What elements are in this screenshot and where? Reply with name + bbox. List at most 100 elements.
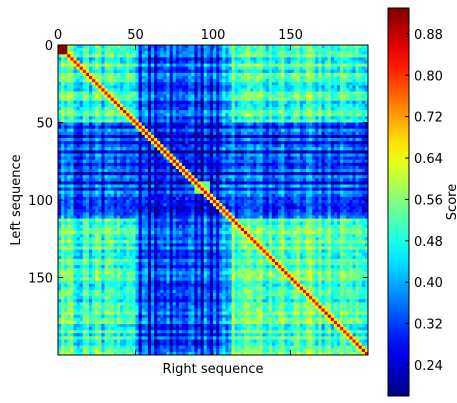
heatmap-cell bbox=[358, 165, 363, 170]
heatmap-cell bbox=[216, 48, 220, 52]
heatmap-cell bbox=[194, 85, 198, 89]
heatmap-cell bbox=[358, 113, 363, 117]
heatmap-cell bbox=[191, 153, 195, 157]
heatmap-cell bbox=[219, 122, 223, 126]
heatmap-cell bbox=[209, 165, 214, 170]
heatmap-cell bbox=[206, 66, 211, 71]
heatmap-cell bbox=[194, 144, 198, 148]
heatmap-cell bbox=[250, 57, 254, 61]
heatmap-cell bbox=[284, 91, 288, 95]
heatmap-cell bbox=[237, 91, 242, 95]
heatmap-cell bbox=[113, 57, 118, 61]
heatmap-cell bbox=[349, 57, 353, 61]
heatmap-cell bbox=[76, 54, 81, 58]
heatmap-cell bbox=[244, 187, 248, 192]
heatmap-cell bbox=[185, 63, 189, 68]
heatmap-cell bbox=[92, 82, 96, 86]
heatmap-cell bbox=[163, 175, 167, 179]
heatmap-cell bbox=[163, 122, 167, 126]
heatmap-cell bbox=[271, 150, 276, 154]
heatmap-cell bbox=[284, 88, 288, 92]
heatmap-cell bbox=[312, 79, 316, 83]
heatmap-cell bbox=[203, 88, 208, 92]
heatmap-cell bbox=[141, 110, 146, 114]
heatmap-cell bbox=[203, 110, 208, 114]
heatmap-cell bbox=[244, 103, 248, 108]
heatmap-cell bbox=[85, 147, 90, 151]
heatmap-cell bbox=[247, 91, 251, 95]
heatmap-cell bbox=[268, 159, 273, 164]
heatmap-cell bbox=[213, 125, 217, 130]
heatmap-cell bbox=[194, 181, 198, 185]
heatmap-cell bbox=[70, 162, 74, 167]
heatmap-cell bbox=[346, 76, 350, 80]
heatmap-cell bbox=[120, 162, 124, 167]
heatmap-cell bbox=[185, 193, 189, 198]
heatmap-cell bbox=[203, 119, 208, 123]
heatmap-cell bbox=[129, 91, 133, 95]
heatmap-cell bbox=[324, 187, 329, 192]
heatmap-cell bbox=[209, 113, 214, 117]
heatmap-cell bbox=[330, 138, 335, 142]
heatmap-cell bbox=[253, 85, 257, 89]
heatmap-cell bbox=[110, 147, 115, 151]
heatmap-cell bbox=[76, 60, 81, 64]
heatmap-cell bbox=[200, 45, 205, 49]
heatmap-cell bbox=[265, 181, 270, 185]
heatmap-cell bbox=[107, 97, 112, 102]
heatmap-cell bbox=[138, 150, 143, 154]
heatmap-cell bbox=[337, 79, 341, 83]
heatmap-cell bbox=[281, 190, 285, 195]
heatmap-cell bbox=[64, 159, 68, 164]
heatmap-cell bbox=[73, 72, 77, 77]
heatmap-cell bbox=[104, 91, 108, 95]
heatmap-cell bbox=[85, 144, 90, 148]
heatmap-cell bbox=[355, 153, 360, 157]
heatmap-cell bbox=[203, 181, 208, 185]
heatmap-cell bbox=[160, 66, 164, 71]
heatmap-cell bbox=[147, 178, 152, 182]
heatmap-cell bbox=[95, 91, 99, 95]
heatmap-cell bbox=[175, 153, 180, 157]
heatmap-cell bbox=[182, 196, 186, 201]
heatmap-cell bbox=[293, 128, 298, 133]
heatmap-cell bbox=[343, 107, 347, 111]
heatmap-cell bbox=[253, 69, 257, 74]
heatmap-cell bbox=[346, 91, 350, 95]
heatmap-cell bbox=[271, 82, 276, 86]
heatmap-cell bbox=[271, 128, 276, 133]
heatmap-cell bbox=[302, 175, 307, 179]
heatmap-cell bbox=[98, 76, 102, 80]
heatmap-cell bbox=[306, 190, 310, 195]
heatmap-cell bbox=[349, 119, 353, 123]
heatmap-cell bbox=[352, 79, 356, 83]
heatmap-cell bbox=[138, 76, 143, 80]
heatmap-cell bbox=[271, 76, 276, 80]
heatmap-cell bbox=[302, 94, 307, 99]
heatmap-cell bbox=[92, 51, 96, 55]
heatmap-cell bbox=[318, 100, 322, 105]
heatmap-cell bbox=[271, 48, 276, 52]
heatmap-cell bbox=[299, 184, 304, 188]
heatmap-cell bbox=[144, 79, 149, 83]
heatmap-cell bbox=[352, 162, 356, 167]
heatmap-cell bbox=[213, 156, 217, 161]
heatmap-cell bbox=[293, 153, 298, 157]
heatmap-cell bbox=[129, 165, 133, 170]
heatmap-cell bbox=[231, 131, 236, 136]
heatmap-cell bbox=[219, 138, 223, 142]
heatmap-cell bbox=[98, 169, 102, 173]
heatmap-cell bbox=[113, 156, 118, 161]
heatmap-cell bbox=[73, 45, 77, 49]
heatmap-cell bbox=[228, 178, 232, 182]
heatmap-cell bbox=[206, 150, 211, 154]
heatmap-cell bbox=[213, 153, 217, 157]
heatmap-cell bbox=[358, 162, 363, 167]
heatmap-cell bbox=[89, 122, 93, 126]
heatmap-cell bbox=[206, 156, 211, 161]
heatmap-cell bbox=[166, 128, 170, 133]
heatmap-cell bbox=[268, 110, 273, 114]
heatmap-cell bbox=[185, 107, 189, 111]
heatmap-cell bbox=[240, 94, 245, 99]
heatmap-cell bbox=[333, 63, 338, 68]
